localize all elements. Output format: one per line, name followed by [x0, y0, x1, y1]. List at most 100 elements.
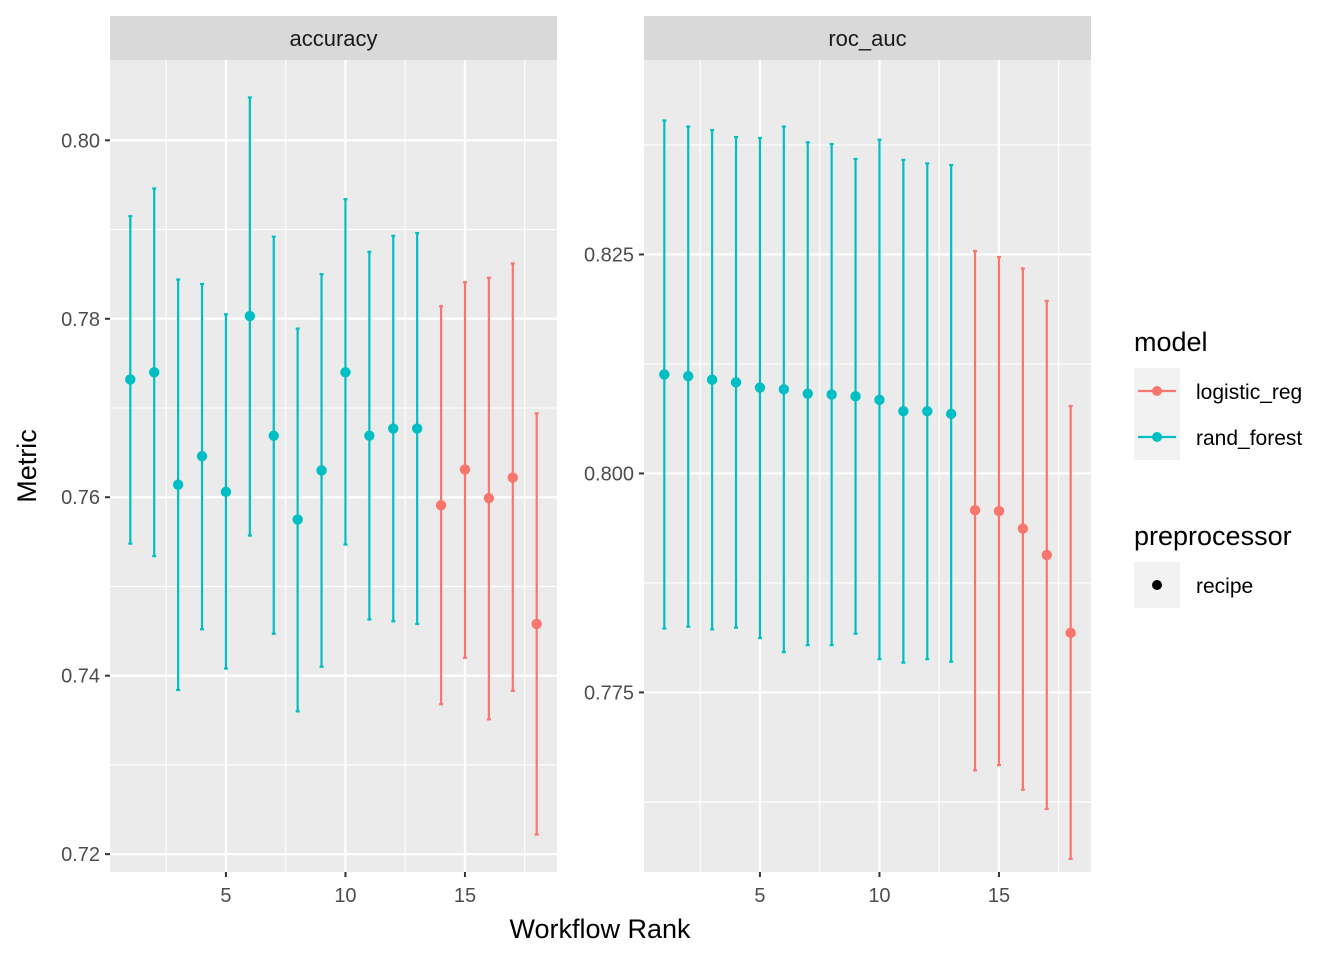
errorbar-rank-9 [850, 157, 861, 635]
legend-title-model: model [1134, 327, 1208, 357]
data-point [706, 374, 718, 385]
panel-strip-title: accuracy [289, 26, 377, 51]
errorbar-rank-7 [268, 235, 279, 635]
data-point [659, 369, 670, 380]
errorbar-rank-1 [125, 215, 136, 545]
errorbar-rank-4 [730, 135, 742, 629]
data-point [483, 492, 495, 504]
errorbar-rank-17 [507, 262, 518, 692]
legend-key-point [1152, 580, 1162, 590]
x-tick-label: 15 [454, 885, 476, 907]
data-point [730, 377, 742, 388]
errorbar-rank-9 [316, 273, 327, 668]
data-point [898, 406, 909, 417]
panels: accuracy 0.72 0.74 0.76 0.78 0.80 5 10 15 roc_auc… [61, 16, 1091, 907]
x-tick-label: 10 [334, 885, 356, 907]
x-axis-title: Workflow Rank [509, 914, 691, 944]
panel-accuracy: accuracy 0.72 0.74 0.76 0.78 0.80 5 10 15 [61, 16, 557, 907]
errorbar-rank-15 [993, 255, 1005, 767]
errorbar-rank-4 [196, 282, 208, 631]
errorbar-rank-14 [969, 249, 981, 772]
data-point [435, 500, 447, 511]
data-point [316, 465, 327, 476]
panel-strip [644, 16, 1091, 60]
data-point [945, 408, 957, 420]
errorbar-rank-8 [826, 142, 837, 647]
errorbar-rank-3 [706, 128, 718, 631]
data-point [411, 423, 423, 434]
errorbar-rank-14 [435, 305, 447, 706]
data-point [754, 382, 766, 393]
data-point [292, 514, 303, 525]
data-point [340, 367, 351, 378]
errorbar-rank-11 [898, 158, 909, 664]
data-point [268, 430, 279, 441]
data-point [220, 486, 232, 498]
legend-key-recipe [1134, 562, 1180, 608]
errorbar-rank-16 [1017, 267, 1029, 791]
legend-key-logistic-reg [1134, 368, 1180, 414]
data-point [388, 423, 399, 434]
panel-background [110, 60, 557, 872]
data-point [969, 505, 981, 516]
x-tick-label: 5 [220, 885, 231, 907]
y-tick-label: 0.80 [61, 130, 100, 152]
errorbar-rank-1 [659, 119, 670, 630]
errorbar-rank-8 [292, 327, 303, 713]
errorbar-rank-5 [220, 313, 232, 670]
panel-strip-title: roc_auc [828, 26, 906, 51]
legend: model logistic_reg rand_forest preproces… [1134, 327, 1302, 608]
data-point [850, 391, 861, 402]
data-point [1041, 549, 1052, 561]
panel-background [644, 60, 1091, 872]
data-point [196, 450, 208, 462]
data-point [507, 472, 518, 483]
data-point [683, 371, 694, 382]
data-point [1065, 627, 1076, 639]
data-point [778, 384, 790, 395]
errorbar-rank-7 [802, 141, 813, 647]
y-tick-label: 0.72 [61, 844, 100, 866]
y-tick-label: 0.775 [584, 682, 634, 704]
y-tick-label: 0.74 [61, 666, 100, 688]
errorbar-rank-10 [874, 138, 885, 661]
y-axis-title: Metric [12, 429, 42, 503]
errorbar-rank-11 [364, 250, 375, 621]
data-point [172, 479, 184, 490]
data-point [149, 367, 160, 378]
errorbar-rank-6 [778, 125, 790, 654]
errorbar-rank-17 [1041, 299, 1052, 811]
legend-key-rand-forest [1134, 414, 1180, 460]
data-point [459, 464, 471, 475]
y-tick-label: 0.78 [61, 309, 100, 331]
errorbar-rank-12 [922, 162, 933, 661]
errorbar-rank-18 [531, 412, 542, 836]
errorbar-rank-13 [945, 164, 957, 663]
legend-label-recipe: recipe [1196, 575, 1253, 598]
data-point [364, 430, 375, 441]
legend-key-point [1152, 432, 1162, 442]
y-tick-label: 0.76 [61, 487, 100, 509]
x-tick-label: 10 [868, 885, 890, 907]
legend-title-preprocessor: preprocessor [1134, 521, 1292, 551]
errorbar-rank-6 [244, 96, 256, 537]
errorbar-rank-15 [459, 281, 471, 659]
errorbar-rank-13 [411, 232, 423, 626]
x-tick-label: 15 [988, 885, 1010, 907]
data-point [826, 389, 837, 400]
errorbar-rank-2 [683, 125, 694, 628]
data-point [922, 406, 933, 417]
x-tick-label: 5 [754, 885, 765, 907]
y-tick-label: 0.800 [584, 463, 634, 485]
data-point [993, 505, 1005, 517]
errorbar-rank-5 [754, 136, 766, 640]
legend-key-point [1152, 386, 1162, 396]
errorbar-rank-12 [388, 234, 399, 623]
legend-label-rand-forest: rand_forest [1196, 427, 1302, 450]
errorbar-rank-10 [340, 198, 351, 546]
errorbar-rank-16 [483, 276, 495, 721]
data-point [531, 618, 542, 630]
errorbar-rank-18 [1065, 404, 1076, 860]
data-point [874, 394, 885, 406]
